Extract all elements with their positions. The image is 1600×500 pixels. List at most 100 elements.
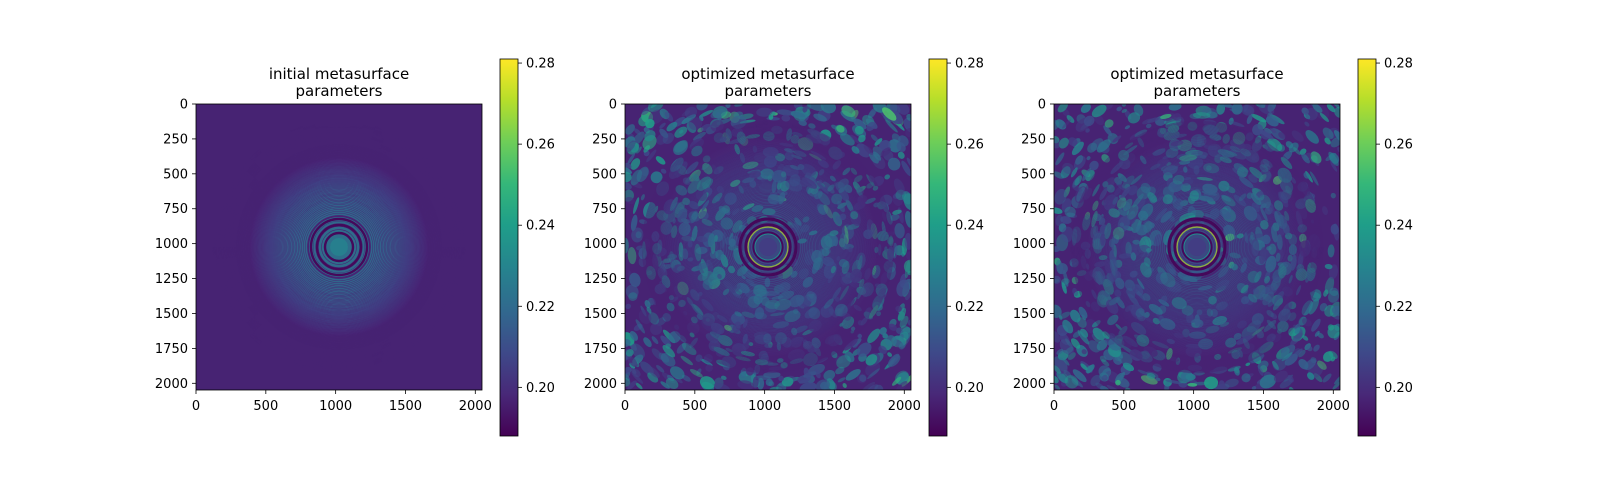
speckle	[893, 178, 905, 195]
x-tick-label: 1000	[748, 399, 781, 414]
ring	[715, 194, 821, 300]
speckle	[1088, 340, 1101, 353]
speckle	[880, 147, 891, 157]
ring	[225, 133, 453, 361]
speckle	[1293, 147, 1301, 155]
speckle	[680, 355, 694, 366]
ring	[245, 153, 433, 341]
speckle	[1328, 290, 1340, 303]
ring	[1078, 128, 1316, 366]
ring	[273, 181, 405, 313]
ring	[1134, 184, 1260, 310]
x-tick-label: 500	[682, 399, 707, 414]
speckle	[896, 141, 906, 152]
ring	[1138, 188, 1256, 306]
ring	[1110, 160, 1284, 334]
speckle	[895, 189, 907, 201]
speckle	[1086, 364, 1095, 374]
ring	[691, 170, 845, 324]
speckle	[630, 214, 638, 232]
ring	[667, 146, 869, 348]
heatmap-image	[196, 104, 482, 390]
ring	[648, 127, 888, 367]
speckle	[636, 146, 642, 154]
ring	[660, 139, 876, 355]
speckle	[1185, 373, 1196, 381]
speckle	[1061, 282, 1067, 294]
speckle	[892, 209, 902, 215]
colorbar-tick-label: 0.22	[955, 300, 984, 315]
speckle	[1309, 104, 1323, 112]
ring	[301, 209, 377, 285]
ring	[258, 166, 420, 328]
speckle	[1273, 370, 1288, 383]
x-tick-label: 1500	[389, 399, 422, 414]
speckle	[1314, 330, 1320, 337]
speckle	[635, 319, 646, 334]
ring	[685, 164, 851, 330]
ring	[293, 201, 385, 293]
ring	[1139, 189, 1255, 305]
speckle	[625, 166, 632, 175]
ring	[1126, 176, 1268, 318]
x-tick-label: 2000	[888, 399, 921, 414]
colorbar-tick-label: 0.26	[526, 138, 555, 153]
speckle	[836, 355, 851, 369]
speckle	[1160, 113, 1172, 120]
ring	[742, 221, 794, 273]
x-tick-label: 1000	[319, 399, 352, 414]
speckle	[1192, 112, 1211, 119]
speckle	[799, 382, 817, 390]
ring	[1102, 152, 1292, 342]
ring	[275, 183, 403, 311]
speckle	[630, 367, 637, 374]
speckle	[1257, 367, 1264, 376]
speckle	[689, 368, 703, 378]
speckle	[1327, 244, 1335, 258]
speckle	[776, 109, 795, 116]
ring	[677, 156, 859, 338]
ring	[641, 120, 895, 374]
speckle	[814, 368, 821, 379]
speckle	[1066, 115, 1075, 123]
speckle	[625, 372, 631, 381]
speckle	[650, 322, 663, 336]
speckle	[1054, 365, 1061, 374]
speckle	[861, 381, 876, 390]
ring	[645, 124, 891, 370]
ring	[223, 131, 455, 363]
speckle	[867, 368, 880, 380]
ring	[1132, 182, 1262, 312]
speckle	[904, 232, 911, 250]
ring	[1115, 165, 1279, 329]
ring	[700, 179, 836, 315]
ring	[224, 132, 454, 362]
speckle	[1323, 289, 1329, 297]
speckle	[867, 328, 881, 344]
speckle	[1104, 119, 1114, 128]
speckle	[627, 356, 638, 368]
speckle	[645, 118, 655, 129]
speckle	[1250, 113, 1267, 123]
speckle	[899, 315, 909, 328]
ring	[277, 185, 401, 309]
ring	[729, 208, 807, 286]
ring	[234, 142, 444, 352]
speckle	[1101, 374, 1108, 382]
ring	[292, 200, 386, 294]
ring	[242, 150, 436, 344]
speckle	[778, 375, 784, 382]
x-tick-label: 2000	[459, 399, 492, 414]
speckle	[625, 124, 635, 135]
speckle	[1074, 175, 1082, 186]
speckle	[1090, 138, 1104, 151]
ring-gap	[752, 231, 784, 263]
ring	[1108, 158, 1286, 336]
speckle	[891, 376, 902, 386]
speckle	[905, 251, 911, 261]
ring	[285, 193, 393, 301]
colorbar-tick-label: 0.20	[1384, 381, 1413, 396]
ring	[222, 130, 456, 364]
speckle	[901, 160, 911, 177]
speckle	[1303, 113, 1311, 120]
